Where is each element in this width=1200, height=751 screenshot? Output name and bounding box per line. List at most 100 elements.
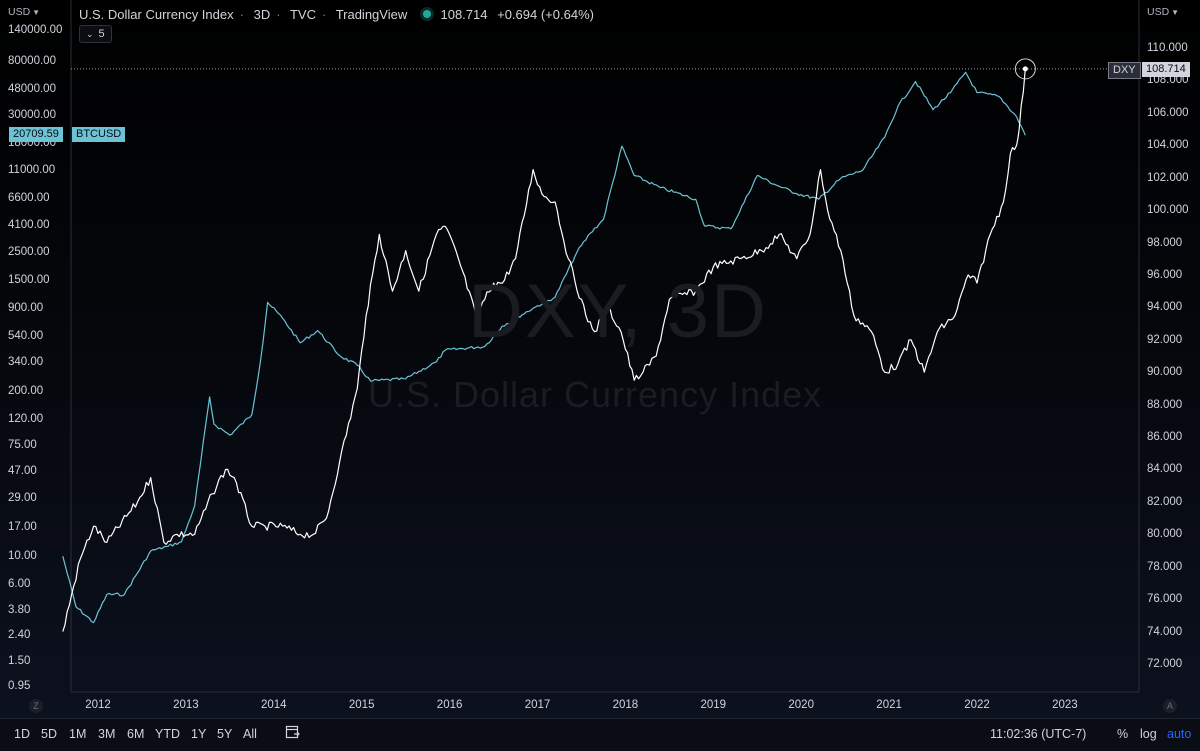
left-axis-tick: 540.00 [8,330,44,343]
chart-canvas[interactable] [0,0,1200,718]
right-axis-tick: 78.000 [1147,560,1183,573]
legend-last-value: 108.714 [440,7,488,22]
x-axis-tick: 2018 [612,699,639,711]
watermark-name: U.S. Dollar Currency Index [368,374,823,415]
x-axis-tick: 2013 [173,699,199,711]
x-axis-tick: 2012 [85,699,111,711]
range-button-5d[interactable]: 5D [41,727,57,741]
series-line-btcusd [62,71,1026,624]
percent-scale-toggle[interactable]: % [1117,727,1129,741]
x-axis-tick: 2022 [964,699,990,711]
right-axis-tick: 96.000 [1147,268,1183,281]
left-scale-unit[interactable]: USD ▼ [8,6,41,18]
legend-source: TVC [289,7,316,22]
right-scale-unit[interactable]: USD ▼ [1147,6,1180,18]
legend-title: U.S. Dollar Currency Index [79,7,234,22]
timezone-display[interactable]: 11:02:36 (UTC-7) [990,727,1087,741]
left-axis-tick: 0.95 [8,680,31,692]
right-axis-tick: 74.000 [1147,625,1183,638]
market-status-icon [422,10,431,18]
series-layer [62,58,1139,632]
right-axis-tick: 80.000 [1147,528,1183,541]
left-axis-tick: 17.00 [8,520,37,533]
chevron-down-icon: ▼ [32,8,41,17]
left-axis-tick: 6.00 [8,578,31,591]
right-axis-tick: 98.000 [1147,236,1183,249]
right-axis-tick: 88.000 [1147,398,1183,411]
range-button-1d[interactable]: 1D [14,727,30,741]
left-axis-tick: 29.00 [8,491,37,504]
dxy-last-price-tag: 108.714 [1142,62,1190,77]
right-axis-tick: 108.000 [1147,74,1189,87]
last-point-marker [1022,66,1028,72]
x-axis-tick: 2020 [788,699,814,711]
left-axis-tick: 80000.00 [8,54,56,67]
right-axis-tick: 100.000 [1147,204,1189,217]
range-button-3m[interactable]: 3M [98,727,116,741]
legend-interval: 3D [253,7,271,22]
auto-scale-toggle[interactable]: auto [1167,727,1192,741]
left-axis-tick: 11000.00 [8,164,56,177]
left-axis-tick: 900.00 [8,302,44,315]
auto-scale-button[interactable]: A [1163,699,1177,713]
right-axis-tick: 90.000 [1147,366,1183,379]
range-button-all[interactable]: All [243,727,257,741]
right-axis-tick: 72.000 [1147,658,1183,670]
left-axis-tick: 75.00 [8,439,37,452]
x-axis-tick: 2017 [524,699,551,711]
left-axis-tick: 1.50 [8,654,31,667]
x-axis-tick: 2021 [876,699,902,711]
left-axis-tick: 6600.00 [8,192,50,205]
symbol-legend[interactable]: U.S. Dollar Currency Index · 3D · TVC · Tra… [79,7,594,22]
btc-symbol-tag: BTCUSD [72,127,126,142]
right-axis-tick: 106.000 [1147,106,1189,119]
x-axis-tick: 2014 [261,699,287,711]
x-axis-tick: 2015 [348,699,375,711]
x-axis-tick: 2023 [1052,699,1078,711]
left-axis-tick: 2500.00 [8,245,50,258]
left-axis-tick: 140000.00 [8,24,63,36]
right-axis-tick: 86.000 [1147,431,1183,444]
scale-reset-button[interactable]: Z [29,699,43,713]
log-scale-toggle[interactable]: log [1140,727,1157,741]
chevron-down-icon: ⌄ [86,29,94,39]
left-axis-tick: 3.80 [8,603,31,616]
left-axis-tick: 10.00 [8,550,37,563]
right-axis-tick: 94.000 [1147,301,1183,314]
series-line-dxy [62,68,1026,632]
chevron-down-icon: ▼ [1171,8,1180,17]
right-axis-tick: 92.000 [1147,333,1183,346]
left-axis-tick: 340.00 [8,355,44,368]
right-axis-tick: 84.000 [1147,463,1183,476]
right-axis-tick: 110.000 [1147,42,1188,54]
range-button-1m[interactable]: 1M [69,727,87,741]
dxy-symbol-tag: DXY [1108,62,1141,79]
btc-last-price-tag: 20709.59 [9,127,63,142]
calendar-range-icon [285,725,300,739]
left-axis-tick: 30000.00 [8,108,56,121]
left-axis-tick: 2.40 [8,628,31,641]
left-axis-tick: 4100.00 [8,218,50,231]
x-axis-tick: 2019 [700,699,727,711]
range-button-1y[interactable]: 1Y [191,727,207,741]
right-axis-tick: 102.000 [1147,171,1189,184]
date-range-button[interactable] [285,724,301,743]
left-axis-tick: 47.00 [8,464,37,477]
left-axis-tick: 48000.00 [8,83,56,95]
left-axis-tick: 200.00 [8,385,44,398]
last-point-halo [1014,58,1036,80]
range-button-5y[interactable]: 5Y [217,727,233,741]
bottom-toolbar [0,718,1200,751]
indicators-collapse-button[interactable]: ⌄ 5 [79,25,112,43]
left-axis-tick: 120.00 [8,413,44,426]
watermark-symbol: DXY, 3D [468,269,768,354]
right-axis-tick: 76.000 [1147,593,1183,606]
right-axis-tick: 82.000 [1147,495,1183,508]
x-axis-tick: 2016 [436,699,463,711]
range-button-6m[interactable]: 6M [127,727,145,741]
range-button-ytd[interactable]: YTD [155,727,180,741]
left-axis-tick: 1500.00 [8,274,50,287]
legend-change: +0.694 (+0.64%) [497,7,594,22]
right-axis-tick: 104.000 [1147,139,1189,152]
legend-publisher: TradingView [335,7,408,22]
